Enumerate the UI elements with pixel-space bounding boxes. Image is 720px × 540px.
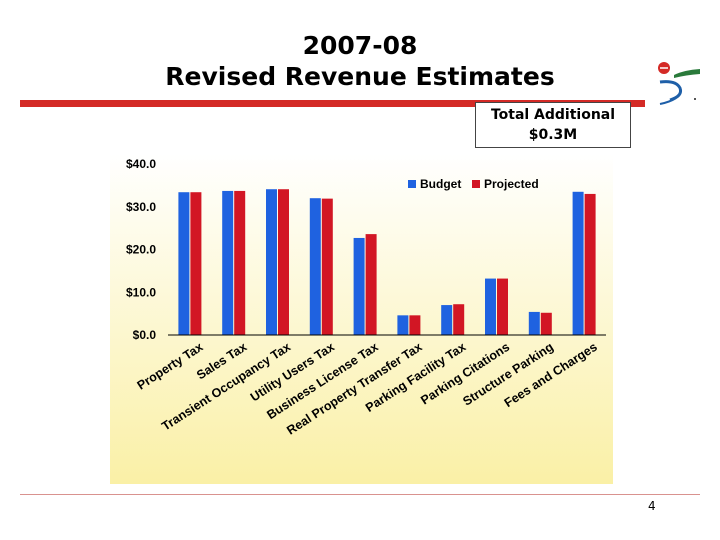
bar-projected-7 [497, 278, 508, 335]
bar-projected-2 [278, 189, 289, 335]
bar-budget-2 [266, 189, 277, 335]
page-number: 4 [648, 499, 656, 513]
bar-budget-8 [528, 311, 540, 335]
legend-label-projected: Projected [484, 177, 539, 191]
revenue-bar-chart: $0.0$10.0$20.0$30.0$40.0 Property TaxSal… [110, 154, 613, 484]
bar-budget-0 [178, 192, 190, 335]
legend-label-budget: Budget [420, 177, 461, 191]
bar-budget-5 [397, 315, 409, 335]
bar-budget-9 [572, 191, 584, 335]
bar-projected-6 [453, 304, 465, 335]
bar-budget-7 [485, 278, 496, 335]
bar-budget-4 [353, 237, 365, 335]
bar-projected-9 [584, 193, 596, 335]
bar-projected-5 [409, 315, 421, 335]
slide-title: 2007-08 Revised Revenue Estimates [100, 30, 620, 92]
callout-value: $0.3M [528, 127, 578, 143]
title-underline-bar [20, 100, 645, 107]
y-tick-label: $0.0 [133, 328, 157, 342]
bar-projected-0 [190, 192, 202, 335]
bar-budget-3 [309, 198, 321, 335]
callout-label: Total Additional [490, 107, 616, 123]
total-additional-callout: Total Additional $0.3M [475, 102, 631, 148]
title-line-2: Revised Revenue Estimates [165, 62, 555, 91]
legend-swatch-budget [408, 180, 416, 188]
organization-logo [658, 62, 700, 105]
y-tick-label: $20.0 [126, 243, 156, 257]
legend-swatch-projected [472, 180, 480, 188]
y-tick-label: $30.0 [126, 200, 156, 214]
title-line-1: 2007-08 [302, 31, 418, 60]
bar-budget-6 [441, 305, 453, 335]
bar-projected-4 [365, 234, 377, 335]
y-tick-label: $10.0 [126, 285, 156, 299]
bar-projected-1 [234, 190, 246, 335]
bar-projected-8 [540, 312, 552, 335]
y-tick-label: $40.0 [126, 157, 156, 171]
footer-divider [20, 494, 700, 495]
bar-projected-3 [321, 198, 333, 335]
bar-budget-1 [222, 190, 234, 335]
